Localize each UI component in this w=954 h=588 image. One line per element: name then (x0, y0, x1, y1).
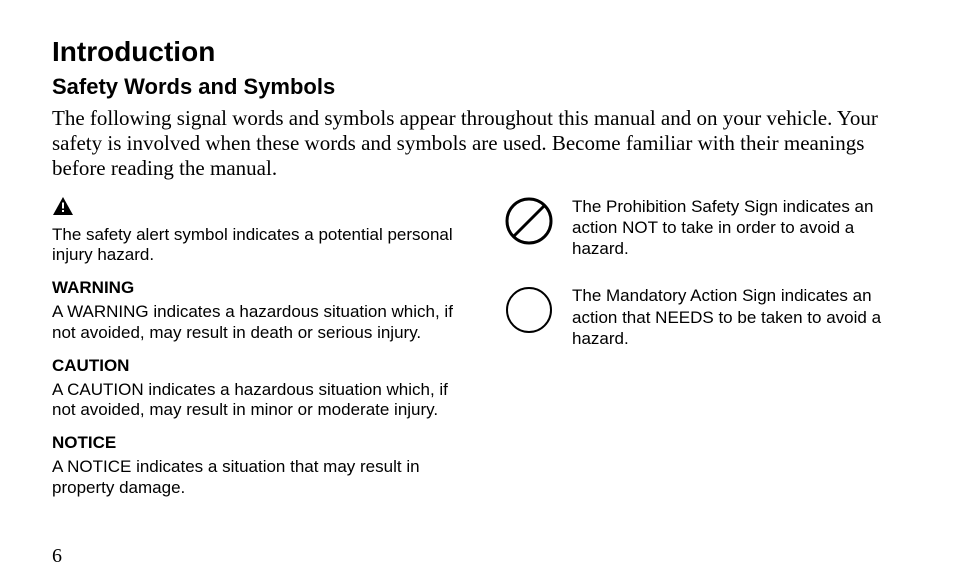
alert-symbol-description: The safety alert symbol indicates a pote… (52, 225, 468, 266)
prohibition-row: The Prohibition Safety Sign indicates an… (504, 196, 902, 260)
mandatory-description: The Mandatory Action Sign indicates an a… (572, 285, 902, 349)
prohibition-description: The Prohibition Safety Sign indicates an… (572, 196, 902, 260)
intro-paragraph: The following signal words and symbols a… (52, 106, 902, 182)
notice-description: A NOTICE indicates a situation that may … (52, 457, 468, 498)
alert-triangle-icon (52, 196, 468, 221)
page: Introduction Safety Words and Symbols Th… (0, 0, 954, 588)
prohibition-icon (504, 196, 554, 260)
column-left: The safety alert symbol indicates a pote… (52, 196, 468, 511)
warning-description: A WARNING indicates a hazardous situatio… (52, 302, 468, 343)
warning-label: WARNING (52, 278, 468, 298)
mandatory-icon (504, 285, 554, 349)
two-column-body: The safety alert symbol indicates a pote… (52, 196, 902, 511)
column-right: The Prohibition Safety Sign indicates an… (504, 196, 902, 511)
mandatory-row: The Mandatory Action Sign indicates an a… (504, 285, 902, 349)
notice-label: NOTICE (52, 433, 468, 453)
caution-label: CAUTION (52, 356, 468, 376)
heading-safety-words: Safety Words and Symbols (52, 74, 902, 100)
heading-introduction: Introduction (52, 36, 902, 68)
caution-description: A CAUTION indicates a hazardous situatio… (52, 380, 468, 421)
page-number: 6 (52, 545, 62, 568)
